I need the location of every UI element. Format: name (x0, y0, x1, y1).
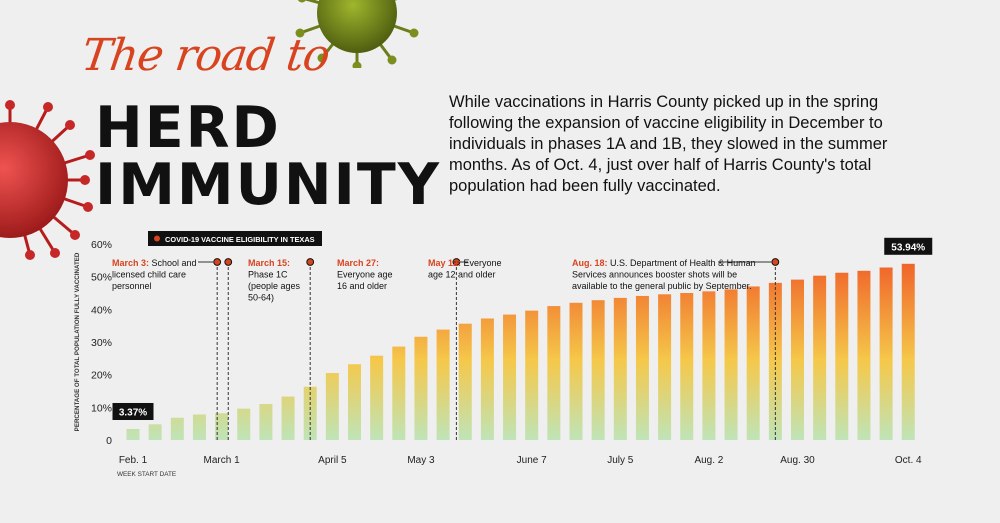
x-tick-label: Oct. 4 (895, 455, 922, 466)
bar (879, 267, 893, 440)
y-tick-label: 20% (91, 370, 112, 382)
annotation-text: available to the general public by Septe… (572, 281, 752, 291)
annotation-text: Phase 1C (248, 270, 288, 280)
bar (192, 414, 206, 440)
bar (414, 336, 428, 440)
x-tick-label: Aug. 2 (694, 455, 723, 466)
annotation-marker (771, 258, 780, 266)
x-tick-label: May 3 (407, 455, 435, 466)
x-tick-label: June 7 (517, 455, 547, 466)
bar (170, 417, 184, 440)
x-tick-label: April 5 (318, 455, 347, 466)
annotation-text: age 12 and older (428, 270, 496, 280)
bar (259, 404, 273, 440)
bar (370, 355, 384, 440)
bar (525, 310, 539, 440)
bar (569, 302, 583, 440)
annotation-marker (306, 258, 315, 266)
value-label-box (112, 402, 154, 420)
bar (281, 396, 295, 440)
annotation-text: Everyone age (337, 270, 393, 280)
value-label-box (884, 237, 933, 255)
bar (813, 275, 827, 440)
annotation-text: Aug. 18: U.S. Department of Health & Hum… (572, 258, 756, 268)
value-label: 3.37% (119, 407, 147, 418)
annotation-text: March 15: (248, 258, 290, 268)
bar (237, 408, 251, 440)
annotation-marker (224, 258, 233, 266)
intro-paragraph: While vaccinations in Harris County pick… (449, 93, 888, 195)
annotation-text: 16 and older (337, 281, 387, 291)
annotation-text: licensed child care (112, 270, 186, 280)
bar (746, 286, 760, 440)
bar (658, 294, 672, 440)
bar (702, 291, 716, 440)
y-tick-label: 0 (106, 435, 112, 447)
value-label: 53.94% (891, 242, 925, 253)
bar (348, 364, 361, 440)
bar (148, 424, 162, 440)
bar (613, 297, 627, 440)
bar (215, 413, 229, 440)
bar (901, 263, 915, 440)
bar (503, 314, 517, 440)
x-tick-label: Aug. 30 (780, 455, 815, 466)
legend-label: COVID-19 VACCINE ELIGIBILITY IN TEXAS (165, 235, 315, 244)
annotation-marker (213, 258, 222, 266)
y-tick-label: 10% (91, 402, 112, 414)
bar (392, 346, 406, 440)
annotation-text: (people ages (248, 281, 301, 291)
annotation-text: Services announces booster shots will be (572, 270, 737, 280)
y-axis-label: PERCENTAGE OF TOTAL POPULATION FULLY VAC… (74, 252, 81, 431)
green-virus-illustration (295, 0, 419, 68)
x-axis-label: WEEK START DATE (117, 471, 176, 478)
x-tick-label: March 1 (204, 455, 241, 466)
bar (126, 428, 140, 440)
bar (791, 279, 804, 440)
annotation-text: personnel (112, 281, 152, 291)
bar (547, 306, 561, 440)
y-tick-label: 30% (91, 337, 112, 349)
bar (857, 270, 871, 440)
bar (591, 300, 605, 440)
bar (768, 282, 782, 440)
legend-box (148, 231, 322, 246)
y-tick-label: 50% (91, 272, 112, 284)
bar (835, 272, 849, 440)
y-tick-label: 40% (91, 304, 112, 316)
bar (635, 295, 649, 440)
bar (724, 289, 738, 440)
bar (680, 293, 694, 440)
annotation-text: March 27: (337, 258, 379, 268)
x-tick-label: July 5 (607, 455, 634, 466)
x-tick-label: Feb. 1 (119, 455, 148, 466)
bar (480, 318, 494, 440)
y-tick-label: 60% (91, 239, 112, 251)
legend-marker (154, 235, 160, 242)
annotation-text: 50-64) (248, 293, 274, 303)
annotation-text: May 12: Everyone (428, 258, 502, 268)
title-immunity: IMMUNITY (95, 152, 442, 218)
bar (436, 329, 450, 440)
title-herd: HERD (95, 95, 281, 161)
red-virus-illustration (0, 100, 95, 260)
annotation-text: March 3: School and (112, 258, 197, 268)
bar (325, 373, 339, 440)
bar (458, 323, 472, 440)
